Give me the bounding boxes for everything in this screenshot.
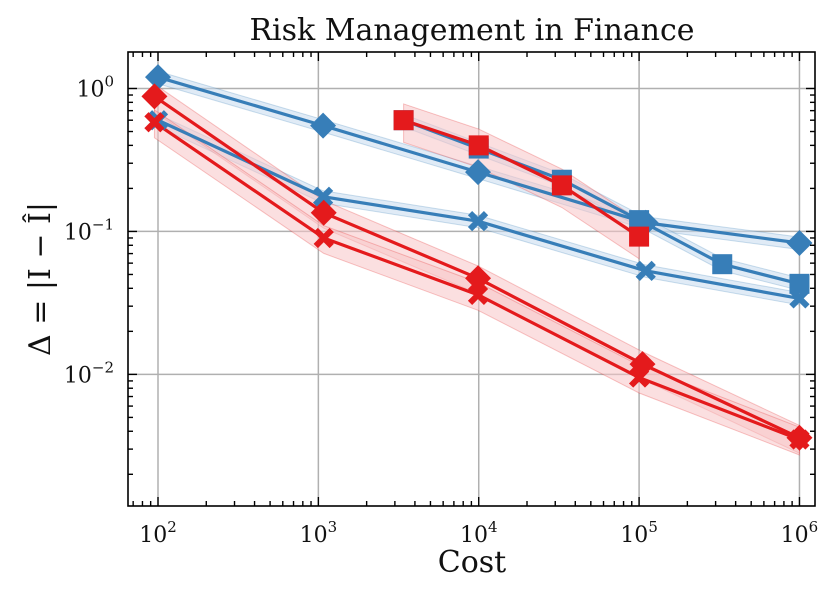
x-tick-base: 10 — [300, 523, 328, 548]
blue-square-point — [629, 210, 650, 231]
x-tick-label: 105 — [620, 518, 658, 548]
red-cross-point — [313, 227, 334, 249]
blue-square-line — [403, 118, 800, 286]
x-tick-label: 106 — [781, 518, 819, 548]
red-square-point — [629, 226, 650, 247]
y-tick-base: 10 — [64, 363, 92, 388]
red-square-point — [551, 175, 572, 196]
red-square-point — [468, 135, 489, 156]
blue-cross-point — [312, 186, 334, 207]
y-tick-label: 100 — [76, 72, 114, 102]
red-square-point — [393, 110, 414, 131]
x-tick-exponent: 5 — [648, 518, 658, 536]
y-tick-base: 10 — [64, 220, 92, 245]
x-tick-base: 10 — [460, 523, 488, 548]
y-tick-exponent: −2 — [92, 358, 114, 376]
red-cross-point — [789, 429, 810, 450]
blue-square-point — [712, 254, 733, 275]
x-tick-base: 10 — [139, 523, 167, 548]
chart-title: Risk Management in Finance — [249, 13, 694, 48]
uncertainty-bands — [153, 70, 800, 456]
y-tick-base: 10 — [76, 77, 104, 102]
x-tick-label: 104 — [460, 518, 498, 548]
red-diamond-point — [465, 265, 492, 292]
blue-diamond-point — [465, 159, 492, 186]
x-tick-exponent: 4 — [488, 518, 498, 536]
x-tick-label: 103 — [300, 518, 338, 548]
red-square-line — [403, 118, 640, 238]
x-tick-base: 10 — [620, 523, 648, 548]
x-axis-label: Cost — [438, 545, 506, 580]
blue-diamond-point — [145, 64, 172, 91]
red-diamond-point — [310, 199, 337, 226]
blue-square-point — [789, 273, 810, 294]
blue-diamond-point — [786, 229, 813, 256]
x-tick-exponent: 3 — [328, 518, 338, 536]
blue-diamond-point — [310, 112, 337, 139]
red-cross-point — [628, 367, 650, 388]
y-tick-exponent: −1 — [92, 215, 114, 233]
x-tick-exponent: 6 — [809, 518, 819, 536]
red-cross-point — [144, 112, 165, 133]
x-tick-exponent: 2 — [167, 518, 177, 536]
blue-cross-point — [467, 211, 489, 232]
series-markers — [141, 64, 813, 451]
y-tick-exponent: 0 — [104, 72, 114, 90]
y-tick-label: 10−1 — [64, 215, 114, 245]
y-tick-label: 10−2 — [64, 358, 114, 388]
x-tick-base: 10 — [781, 523, 809, 548]
y-axis-label: Δ = |I − Î| — [22, 202, 58, 356]
x-tick-label: 102 — [139, 518, 177, 548]
blue-cross-point — [635, 260, 656, 281]
red-cross-point — [467, 284, 489, 305]
red-diamond-point — [141, 83, 168, 110]
